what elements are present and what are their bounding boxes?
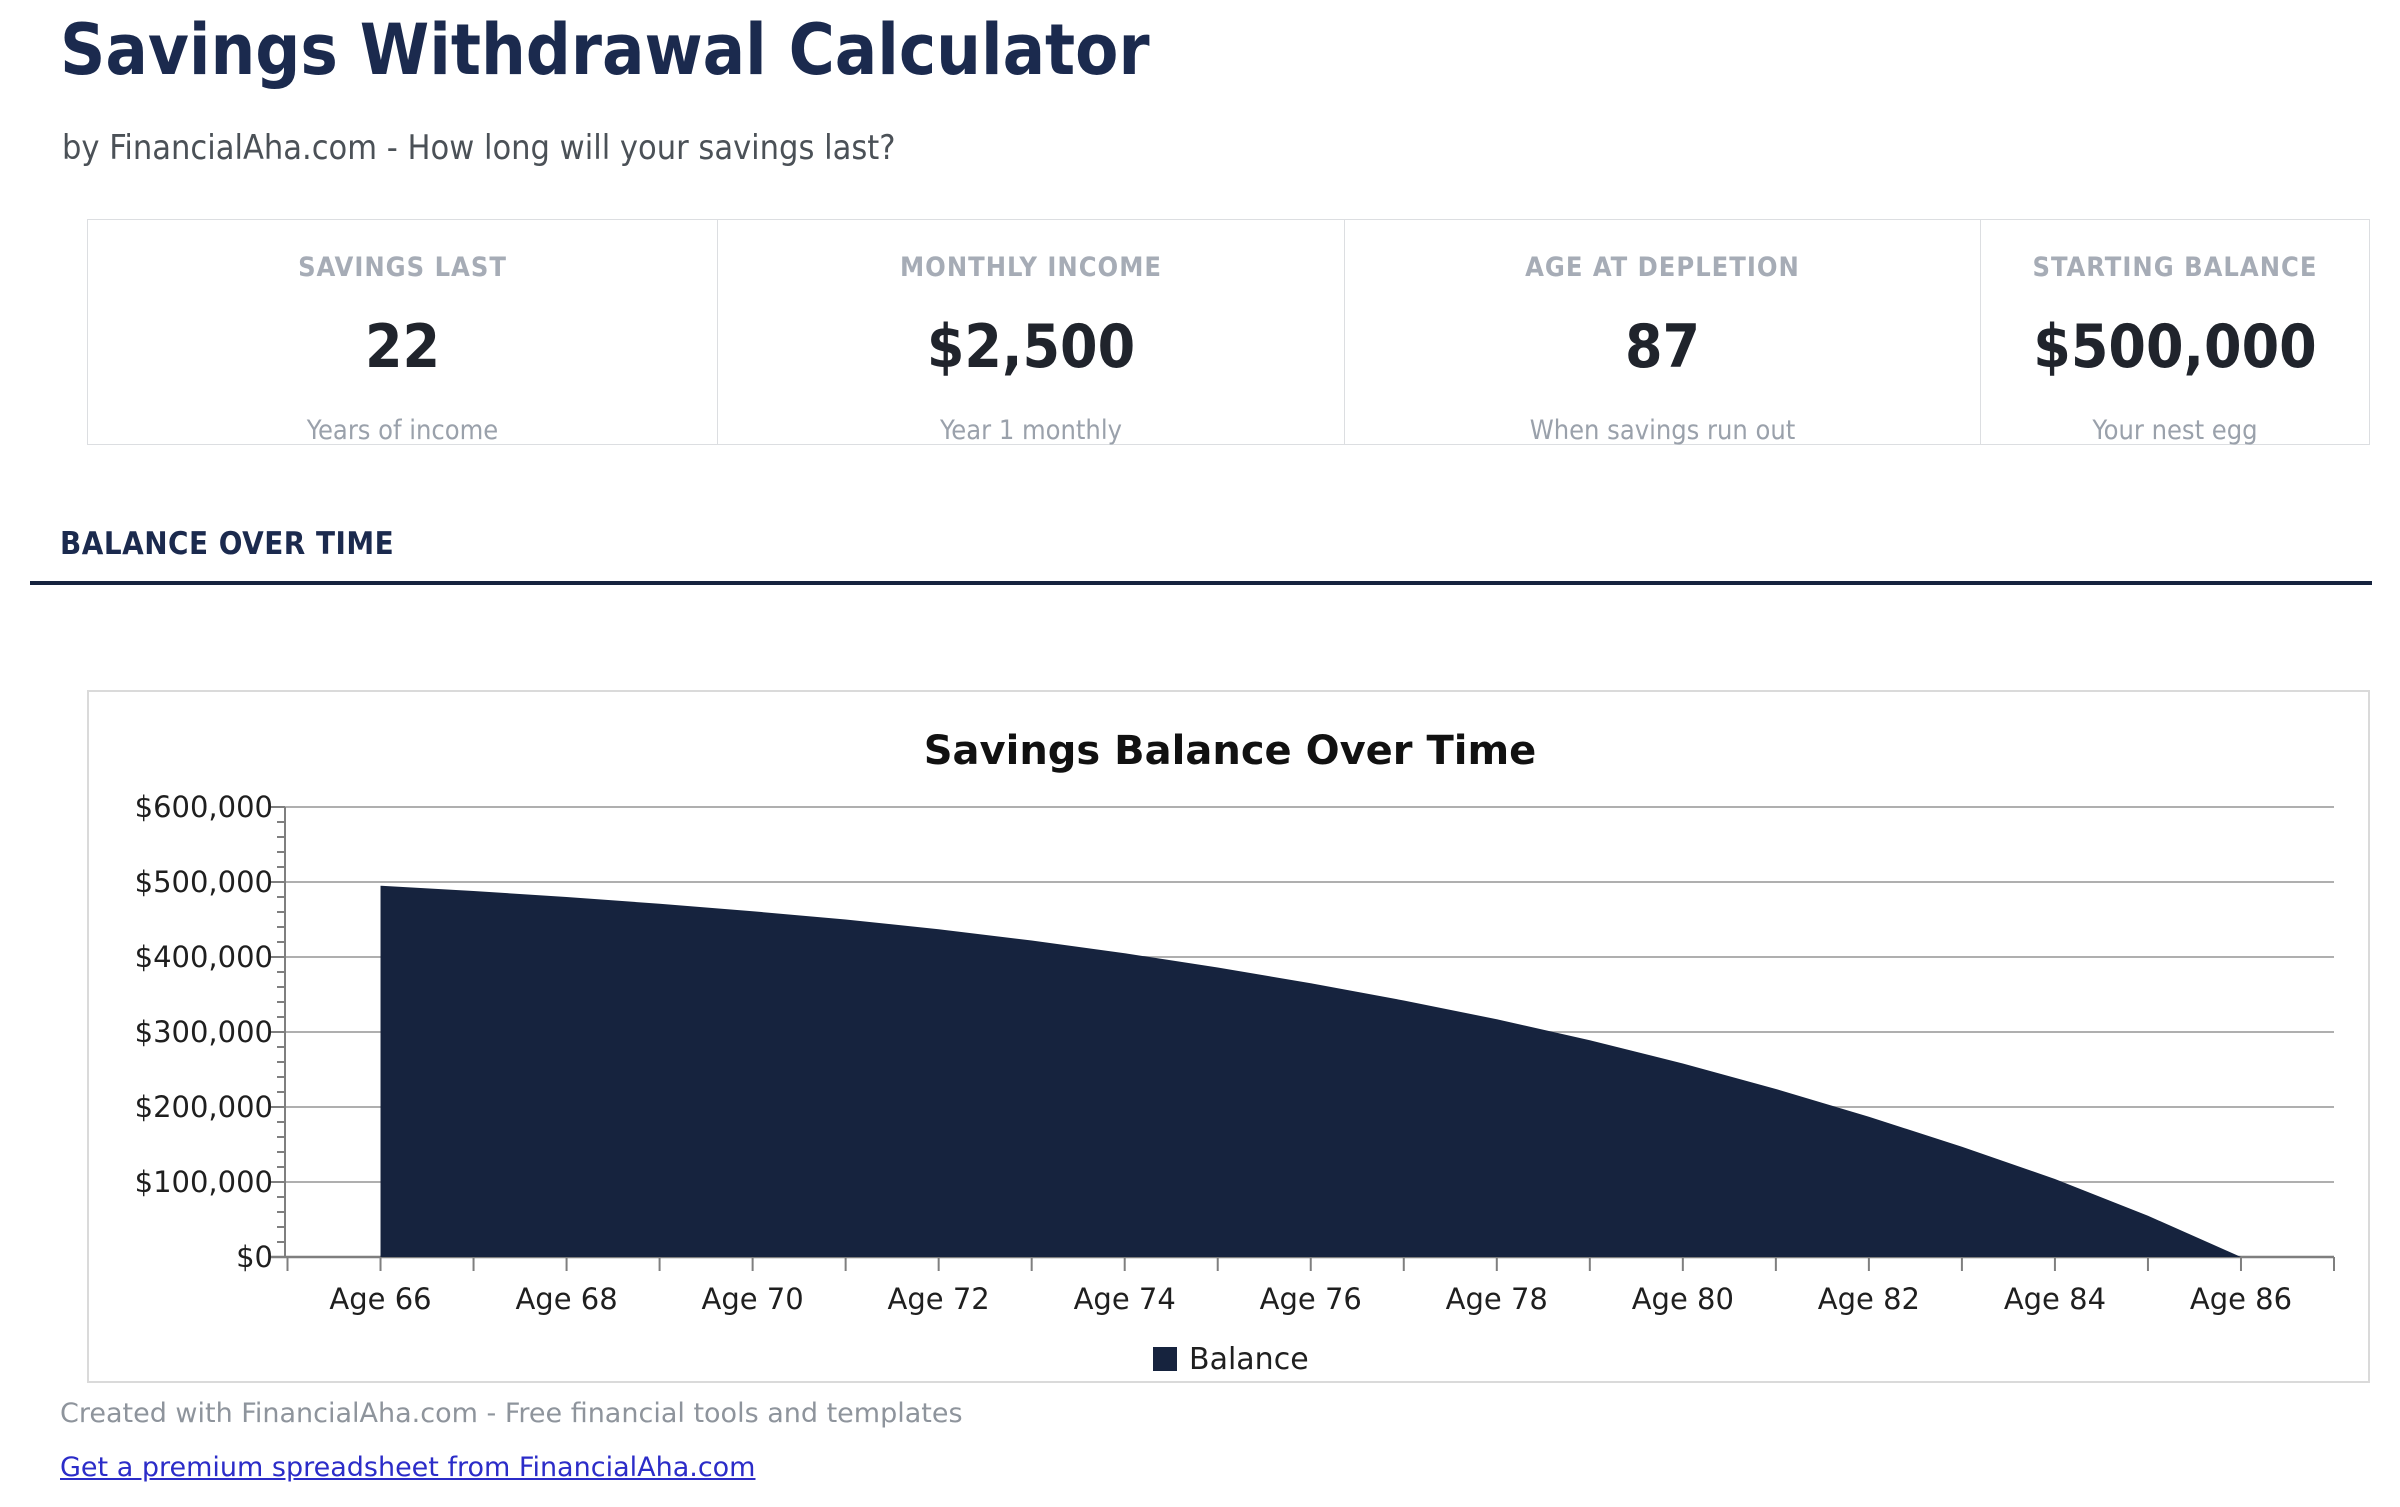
stat-sub: When savings run out <box>1529 415 1796 446</box>
stat-label: AGE AT DEPLETION <box>1525 252 1800 283</box>
premium-link[interactable]: Get a premium spreadsheet from Financial… <box>60 1452 756 1483</box>
x-tick-label: Age 74 <box>1074 1282 1176 1316</box>
y-tick-label: $500,000 <box>135 865 273 899</box>
stat-value: $500,000 <box>2033 312 2317 382</box>
stat-sub: Years of income <box>306 415 499 446</box>
y-tick-label: $200,000 <box>135 1090 273 1124</box>
y-tick-label: $400,000 <box>135 940 273 974</box>
chart-card: Savings Balance Over Time $0 $100,000 $200,… <box>87 690 2370 1383</box>
stat-savings-last: SAVINGS LAST 22 Years of income <box>88 220 717 446</box>
stats-row: SAVINGS LAST 22 Years of income MONTHLY … <box>87 219 2370 446</box>
stat-sub: Year 1 monthly <box>940 415 1122 446</box>
y-tick-label: $100,000 <box>135 1165 273 1199</box>
stat-value: 22 <box>364 312 441 382</box>
stat-value: $2,500 <box>926 312 1136 382</box>
x-tick-label: Age 82 <box>1818 1282 1920 1316</box>
stat-starting-balance: STARTING BALANCE $500,000 Your nest egg <box>1980 220 2369 446</box>
legend-label: Balance <box>1189 1342 1309 1377</box>
page-title: Savings Withdrawal Calculator <box>60 9 1150 91</box>
x-tick-label: Age 80 <box>1632 1282 1734 1316</box>
x-tick-label: Age 68 <box>515 1282 617 1316</box>
stat-monthly-income: MONTHLY INCOME $2,500 Year 1 monthly <box>717 220 1344 446</box>
chart-title: Savings Balance Over Time <box>924 728 1537 774</box>
stat-label: STARTING BALANCE <box>2032 252 2318 283</box>
balance-area-chart: Savings Balance Over Time $0 $100,000 $200,… <box>135 728 2335 1377</box>
stat-value: 87 <box>1624 312 1701 382</box>
x-tick-label: Age 72 <box>888 1282 990 1316</box>
section-heading: BALANCE OVER TIME <box>60 526 395 562</box>
y-tick-label: $300,000 <box>135 1015 273 1049</box>
y-tick-label: $600,000 <box>135 790 273 824</box>
x-tick-label: Age 66 <box>329 1282 431 1316</box>
x-tick-label: Age 78 <box>1446 1282 1548 1316</box>
x-tick-label: Age 70 <box>702 1282 804 1316</box>
x-tick-label: Age 84 <box>2004 1282 2106 1316</box>
balance-area-series <box>380 885 2241 1257</box>
stat-label: SAVINGS LAST <box>298 252 507 283</box>
legend-swatch-icon <box>1153 1347 1177 1371</box>
section-divider <box>30 581 2372 585</box>
y-tick-label: $0 <box>236 1240 273 1274</box>
footer-note: Created with FinancialAha.com - Free fin… <box>60 1398 963 1429</box>
stat-sub: Your nest egg <box>2092 415 2258 446</box>
page-subtitle: by FinancialAha.com - How long will your… <box>62 128 896 168</box>
stat-age-at-depletion: AGE AT DEPLETION 87 When savings run out <box>1344 220 1980 446</box>
x-tick-label: Age 86 <box>2190 1282 2292 1316</box>
stat-label: MONTHLY INCOME <box>900 252 1162 283</box>
x-tick-label: Age 76 <box>1260 1282 1362 1316</box>
balance-chart: Savings Balance Over Time $0 $100,000 $200,… <box>89 692 2368 1381</box>
